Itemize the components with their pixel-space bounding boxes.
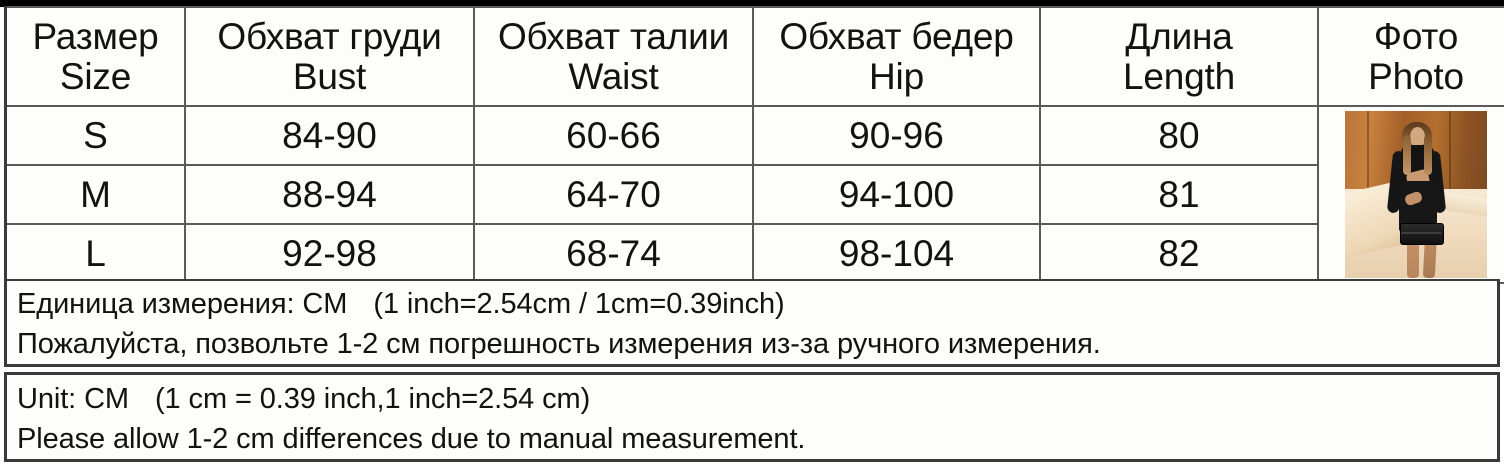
header-cell-bust: Обхват груди Bust [184, 6, 475, 107]
header-photo-en: Photo [1368, 55, 1464, 97]
photo-model-hair-strand-left [1403, 135, 1411, 175]
header-waist-ru: Обхват талии [497, 15, 730, 57]
photo-model-face [1410, 127, 1425, 147]
header-cell-size: Размер Size [4, 6, 186, 107]
top-black-strip [0, 0, 1504, 7]
header-size-en: Size [59, 55, 132, 97]
notes-russian: Единица измерения: CM (1 inch=2.54cm / 1c… [4, 279, 1500, 367]
header-bust-en: Bust [292, 55, 367, 97]
cell-waist-m: 64-70 [473, 164, 754, 225]
photo-clutch-bag [1400, 223, 1444, 245]
photo-clutch-bag-flap [1401, 232, 1441, 234]
table-header: Размер Size Обхват груди Bust Обхват тал… [4, 6, 1504, 107]
note-en-line-2: Please allow 1-2 cm differences due to m… [17, 423, 806, 455]
product-photo-wrap [1319, 109, 1504, 280]
header-hip-ru: Обхват бедер [779, 15, 1014, 57]
table-row: L 92-98 68-74 98-104 82 [4, 223, 1504, 284]
table-row: S 84-90 60-66 90-96 80 [4, 105, 1504, 284]
note-en-line-1: Unit: CM (1 cm = 0.39 inch,1 inch=2.54 cm… [7, 375, 1497, 419]
size-chart-table: Размер Size Обхват груди Bust Обхват тал… [4, 6, 1504, 284]
note-ru-line-2: Пожалуйста, позвольте 1-2 см погрешность… [17, 328, 1101, 360]
header-photo-ru: Фото [1373, 15, 1459, 57]
cell-bust-s: 84-90 [184, 105, 475, 166]
cell-length-m: 81 [1039, 164, 1319, 225]
cell-length-l: 82 [1039, 223, 1319, 284]
note-en-conversion: (1 cm = 0.39 inch,1 inch=2.54 cm) [155, 383, 591, 415]
note-ru-unit-label: Единица измерения: CM [17, 288, 348, 320]
header-size-ru: Размер [32, 15, 159, 57]
cell-size-l: L [4, 223, 186, 284]
table-body: S 84-90 60-66 90-96 80 [4, 105, 1504, 284]
photo-model-hair-strand-right [1424, 135, 1432, 175]
header-cell-length: Длина Length [1039, 6, 1319, 107]
header-length-en: Length [1123, 55, 1235, 97]
cell-length-s: 80 [1039, 105, 1319, 166]
product-photo-image [1345, 111, 1487, 278]
cell-hip-l: 98-104 [752, 223, 1041, 284]
header-waist-en: Waist [568, 55, 659, 97]
note-ru-conversion: (1 inch=2.54cm / 1cm=0.39inch) [373, 288, 785, 320]
cell-waist-s: 60-66 [473, 105, 754, 166]
header-row: Размер Size Обхват груди Bust Обхват тал… [4, 6, 1504, 107]
photo-wall-seam [1449, 111, 1451, 203]
header-length-ru: Длина [1125, 15, 1233, 57]
notes-english: Unit: CM (1 cm = 0.39 inch,1 inch=2.54 cm… [4, 372, 1500, 462]
cell-size-s: S [4, 105, 186, 166]
cell-hip-m: 94-100 [752, 164, 1041, 225]
cell-bust-m: 88-94 [184, 164, 475, 225]
header-cell-waist: Обхват талии Waist [473, 6, 754, 107]
cell-waist-l: 68-74 [473, 223, 754, 284]
header-cell-photo: Фото Photo [1317, 6, 1504, 107]
photo-wall-seam [1367, 111, 1369, 203]
note-ru-line-1: Единица измерения: CM (1 inch=2.54cm / 1c… [7, 281, 1497, 324]
cell-size-m: M [4, 164, 186, 225]
note-en-unit-label: Unit: CM [17, 383, 129, 415]
header-cell-hip: Обхват бедер Hip [752, 6, 1041, 107]
table-row: M 88-94 64-70 94-100 81 [4, 164, 1504, 225]
header-bust-ru: Обхват груди [217, 15, 442, 57]
product-photo-cell [1317, 105, 1504, 284]
header-hip-en: Hip [869, 55, 924, 97]
cell-hip-s: 90-96 [752, 105, 1041, 166]
cell-bust-l: 92-98 [184, 223, 475, 284]
